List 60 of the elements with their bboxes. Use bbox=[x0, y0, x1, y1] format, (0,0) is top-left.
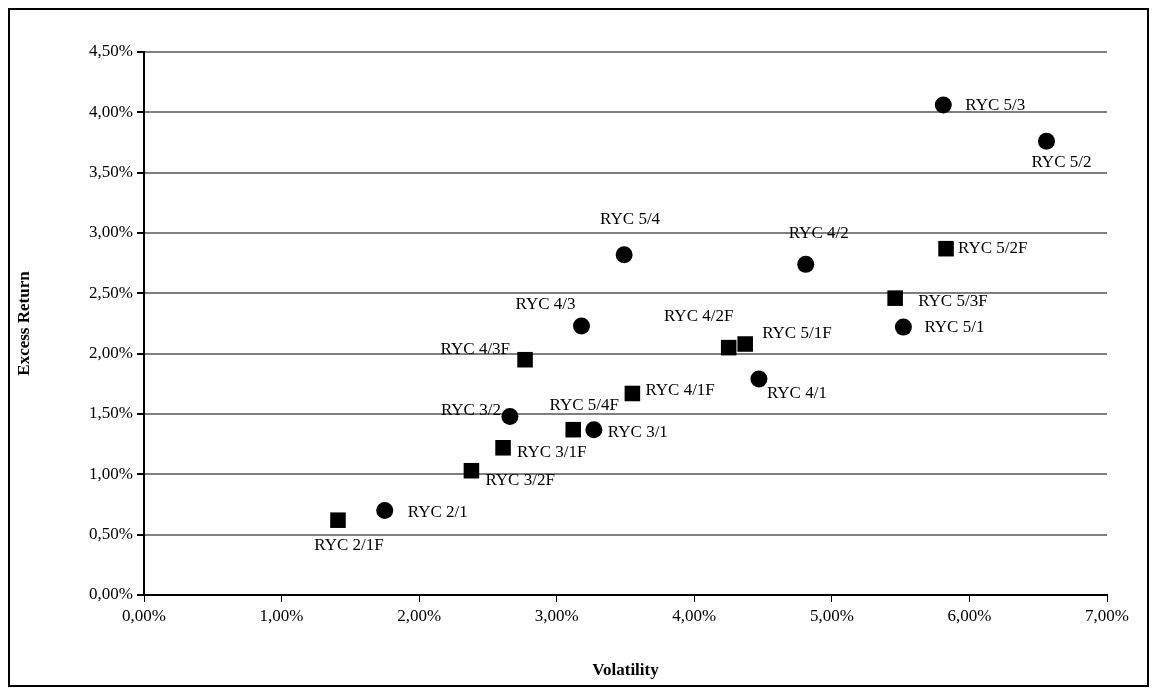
point bbox=[330, 512, 346, 528]
x-tick-label: 2,00% bbox=[397, 605, 442, 625]
y-tick-label: 0,50% bbox=[89, 524, 133, 544]
point bbox=[797, 255, 815, 273]
y-tick-label: 2,00% bbox=[89, 343, 133, 363]
point bbox=[934, 96, 952, 114]
annotation: RYC 5/1F bbox=[762, 323, 832, 343]
x-tick-label: 4,00% bbox=[672, 605, 717, 625]
x-tick-label: 6,00% bbox=[947, 605, 992, 625]
point bbox=[750, 370, 768, 388]
annotation: RYC 4/3 bbox=[515, 294, 576, 314]
x-tick-label: 0,00% bbox=[122, 605, 166, 625]
annotation: RYC 2/1F bbox=[314, 534, 384, 554]
y-tick-label: 3,50% bbox=[89, 162, 133, 182]
x-axis-title: Volatility bbox=[592, 660, 660, 680]
annotation: RYC 5/1 bbox=[924, 316, 985, 336]
point bbox=[887, 290, 903, 306]
annotation: RYC 4/2 bbox=[788, 222, 849, 242]
point bbox=[720, 339, 737, 356]
x-tick-label: 7,00% bbox=[1085, 605, 1129, 625]
y-axis-title: Excess Return bbox=[13, 270, 33, 376]
annotation: RYC 4/1F bbox=[645, 379, 715, 399]
annotation: RYC 5/2F bbox=[958, 238, 1028, 258]
y-tick-label: 2,50% bbox=[89, 282, 133, 302]
point bbox=[376, 502, 394, 520]
y-tick-label: 1,50% bbox=[89, 403, 133, 423]
annotation: RYC 5/4F bbox=[549, 395, 619, 415]
annotation: RYC 3/2F bbox=[485, 470, 555, 490]
y-tick-label: 1,00% bbox=[89, 463, 133, 483]
annotation: RYC 5/3F bbox=[918, 290, 988, 310]
point bbox=[1037, 132, 1055, 150]
point bbox=[501, 407, 519, 425]
point bbox=[463, 462, 480, 479]
x-tick-label: 5,00% bbox=[809, 605, 854, 625]
annotation: RYC 2/1 bbox=[407, 502, 468, 521]
y-tick-label: 4,00% bbox=[89, 101, 133, 121]
point bbox=[624, 385, 641, 402]
annotation: RYC 5/3 bbox=[965, 94, 1026, 114]
point bbox=[572, 317, 590, 335]
y-tick-label: 0,00% bbox=[89, 584, 133, 604]
point bbox=[615, 246, 633, 264]
annotation: RYC 4/1 bbox=[766, 383, 827, 403]
point bbox=[737, 336, 753, 352]
point bbox=[495, 440, 511, 456]
annotation: RYC 3/1F bbox=[517, 442, 587, 462]
annotation: RYC 5/2 bbox=[1031, 151, 1092, 171]
point bbox=[517, 351, 533, 368]
point bbox=[894, 318, 912, 336]
x-tick-label: 1,00% bbox=[259, 605, 304, 625]
annotation: RYC 3/1 bbox=[607, 422, 668, 442]
annotation: RYC 4/2F bbox=[663, 306, 734, 326]
point bbox=[585, 421, 603, 439]
annotation: RYC 5/4 bbox=[600, 209, 661, 229]
annotation: RYC 4/3F bbox=[440, 339, 511, 359]
y-tick-label: 3,00% bbox=[89, 222, 133, 242]
y-tick-label: 4,50% bbox=[89, 41, 133, 61]
annotation: RYC 3/2 bbox=[440, 399, 501, 419]
point bbox=[938, 240, 954, 257]
x-tick-label: 3,00% bbox=[534, 605, 579, 625]
point bbox=[565, 421, 581, 438]
